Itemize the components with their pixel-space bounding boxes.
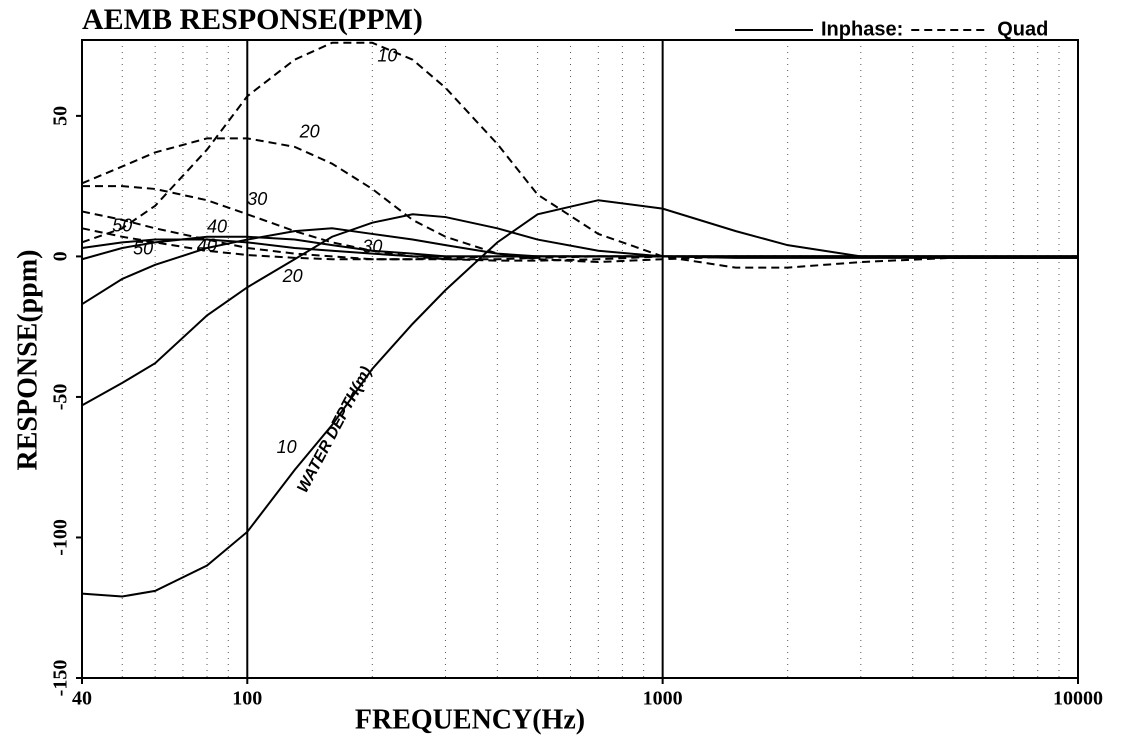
x-tick-label: 100 bbox=[232, 688, 262, 710]
y-tick-label: -150 bbox=[50, 660, 72, 697]
legend-label: Inphase: bbox=[821, 18, 903, 40]
series-line bbox=[81, 213, 1078, 407]
x-tick-label: 40 bbox=[72, 688, 92, 710]
y-tick-label: -100 bbox=[50, 519, 72, 556]
x-axis-label: FREQUENCY(Hz) bbox=[355, 704, 585, 735]
series-label: 20 bbox=[299, 122, 320, 142]
annotation: WATER DEPTH(m) bbox=[294, 364, 375, 496]
y-tick-label: 50 bbox=[50, 106, 72, 126]
series-line bbox=[81, 41, 1079, 269]
series-label: 50 bbox=[133, 238, 153, 258]
series-line bbox=[81, 210, 1078, 261]
series-label: 20 bbox=[282, 266, 303, 286]
series-label: 10 bbox=[377, 46, 397, 66]
series-label: 40 bbox=[207, 216, 227, 236]
series-line bbox=[81, 227, 1078, 306]
y-axis-label: RESPONSE(ppm) bbox=[12, 250, 43, 471]
series-label: 50 bbox=[112, 215, 132, 235]
legend-label: Quad bbox=[997, 18, 1048, 40]
series-line bbox=[81, 199, 1078, 598]
x-tick-label: 1000 bbox=[643, 688, 683, 710]
series-line bbox=[81, 227, 1078, 261]
series-label: 10 bbox=[277, 437, 297, 457]
y-tick-label: 0 bbox=[50, 251, 72, 261]
x-tick-label: 10000 bbox=[1053, 688, 1103, 710]
series-label: 30 bbox=[247, 189, 267, 209]
chart-title: AEMB RESPONSE(PPM) bbox=[82, 3, 423, 36]
y-tick-label: -50 bbox=[50, 384, 72, 411]
series-line bbox=[82, 185, 1078, 262]
plot-frame bbox=[81, 39, 1079, 679]
